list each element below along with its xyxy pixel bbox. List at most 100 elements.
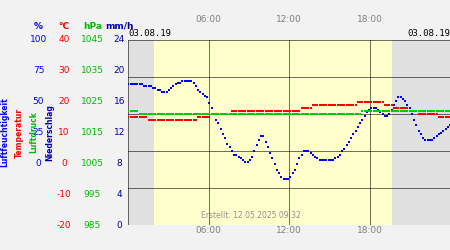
- Point: [131, 115, 139, 119]
- Point: [199, 115, 206, 119]
- Point: [170, 84, 177, 88]
- Point: [284, 112, 292, 116]
- Point: [149, 86, 157, 90]
- Point: [298, 153, 305, 157]
- Point: [291, 168, 298, 172]
- Point: [431, 109, 438, 113]
- Point: [383, 114, 391, 118]
- Point: [131, 82, 139, 86]
- Point: [152, 118, 159, 122]
- Point: [298, 106, 305, 110]
- Point: [165, 118, 172, 122]
- Point: [163, 90, 170, 94]
- Point: [215, 121, 222, 125]
- Point: [253, 112, 260, 116]
- Text: 0: 0: [61, 159, 67, 168]
- Point: [219, 132, 226, 136]
- Point: [183, 118, 190, 122]
- Point: [147, 118, 154, 122]
- Point: [329, 158, 337, 162]
- Point: [244, 160, 251, 164]
- Point: [345, 112, 352, 116]
- Point: [336, 112, 343, 116]
- Point: [134, 115, 141, 119]
- Point: [138, 82, 145, 86]
- Point: [305, 106, 312, 110]
- Point: [147, 112, 154, 116]
- Point: [446, 123, 450, 127]
- Point: [237, 112, 244, 116]
- Point: [399, 97, 406, 101]
- Point: [359, 109, 366, 113]
- Point: [152, 86, 159, 90]
- Text: 30: 30: [58, 66, 70, 76]
- Point: [284, 109, 292, 113]
- Point: [397, 95, 404, 99]
- Point: [269, 156, 276, 160]
- Text: Temperatur: Temperatur: [14, 108, 23, 158]
- Point: [127, 109, 134, 113]
- Point: [275, 109, 283, 113]
- Point: [179, 79, 186, 83]
- Point: [278, 175, 285, 179]
- Point: [361, 114, 368, 118]
- Point: [435, 115, 442, 119]
- Text: 12: 12: [113, 128, 125, 137]
- Point: [145, 118, 152, 122]
- Point: [325, 112, 332, 116]
- Point: [316, 158, 323, 162]
- Point: [433, 112, 440, 116]
- Point: [127, 82, 134, 86]
- Point: [197, 112, 204, 116]
- Point: [345, 103, 352, 107]
- Point: [239, 109, 247, 113]
- Point: [226, 112, 233, 116]
- Point: [140, 115, 148, 119]
- Point: [181, 79, 188, 83]
- Point: [156, 118, 163, 122]
- Point: [242, 160, 249, 164]
- Point: [140, 112, 148, 116]
- Text: 1035: 1035: [81, 66, 104, 76]
- Point: [167, 112, 175, 116]
- Point: [363, 100, 370, 104]
- Point: [170, 112, 177, 116]
- Point: [440, 129, 447, 133]
- Point: [365, 108, 373, 112]
- Point: [134, 82, 141, 86]
- Point: [316, 103, 323, 107]
- Point: [282, 109, 289, 113]
- Point: [192, 112, 199, 116]
- Point: [437, 109, 445, 113]
- Point: [433, 109, 440, 113]
- Point: [217, 112, 224, 116]
- Point: [395, 95, 402, 99]
- Point: [271, 112, 278, 116]
- Text: 100: 100: [30, 36, 47, 44]
- Point: [392, 99, 400, 103]
- Text: 8: 8: [117, 159, 122, 168]
- Point: [352, 112, 359, 116]
- Point: [410, 118, 418, 122]
- Point: [397, 106, 404, 110]
- Point: [383, 103, 391, 107]
- Point: [138, 112, 145, 116]
- Point: [266, 151, 274, 155]
- Point: [419, 136, 427, 140]
- Point: [388, 109, 395, 113]
- Point: [156, 88, 163, 92]
- Point: [426, 109, 433, 113]
- Point: [194, 88, 202, 92]
- Point: [289, 171, 296, 175]
- Text: 20: 20: [58, 97, 70, 106]
- Point: [370, 100, 377, 104]
- Point: [208, 112, 215, 116]
- Point: [197, 90, 204, 94]
- Point: [302, 149, 310, 153]
- Point: [230, 112, 238, 116]
- Point: [365, 109, 373, 113]
- Text: hPa: hPa: [83, 22, 102, 31]
- Point: [390, 109, 397, 113]
- Point: [404, 109, 411, 113]
- Point: [264, 109, 271, 113]
